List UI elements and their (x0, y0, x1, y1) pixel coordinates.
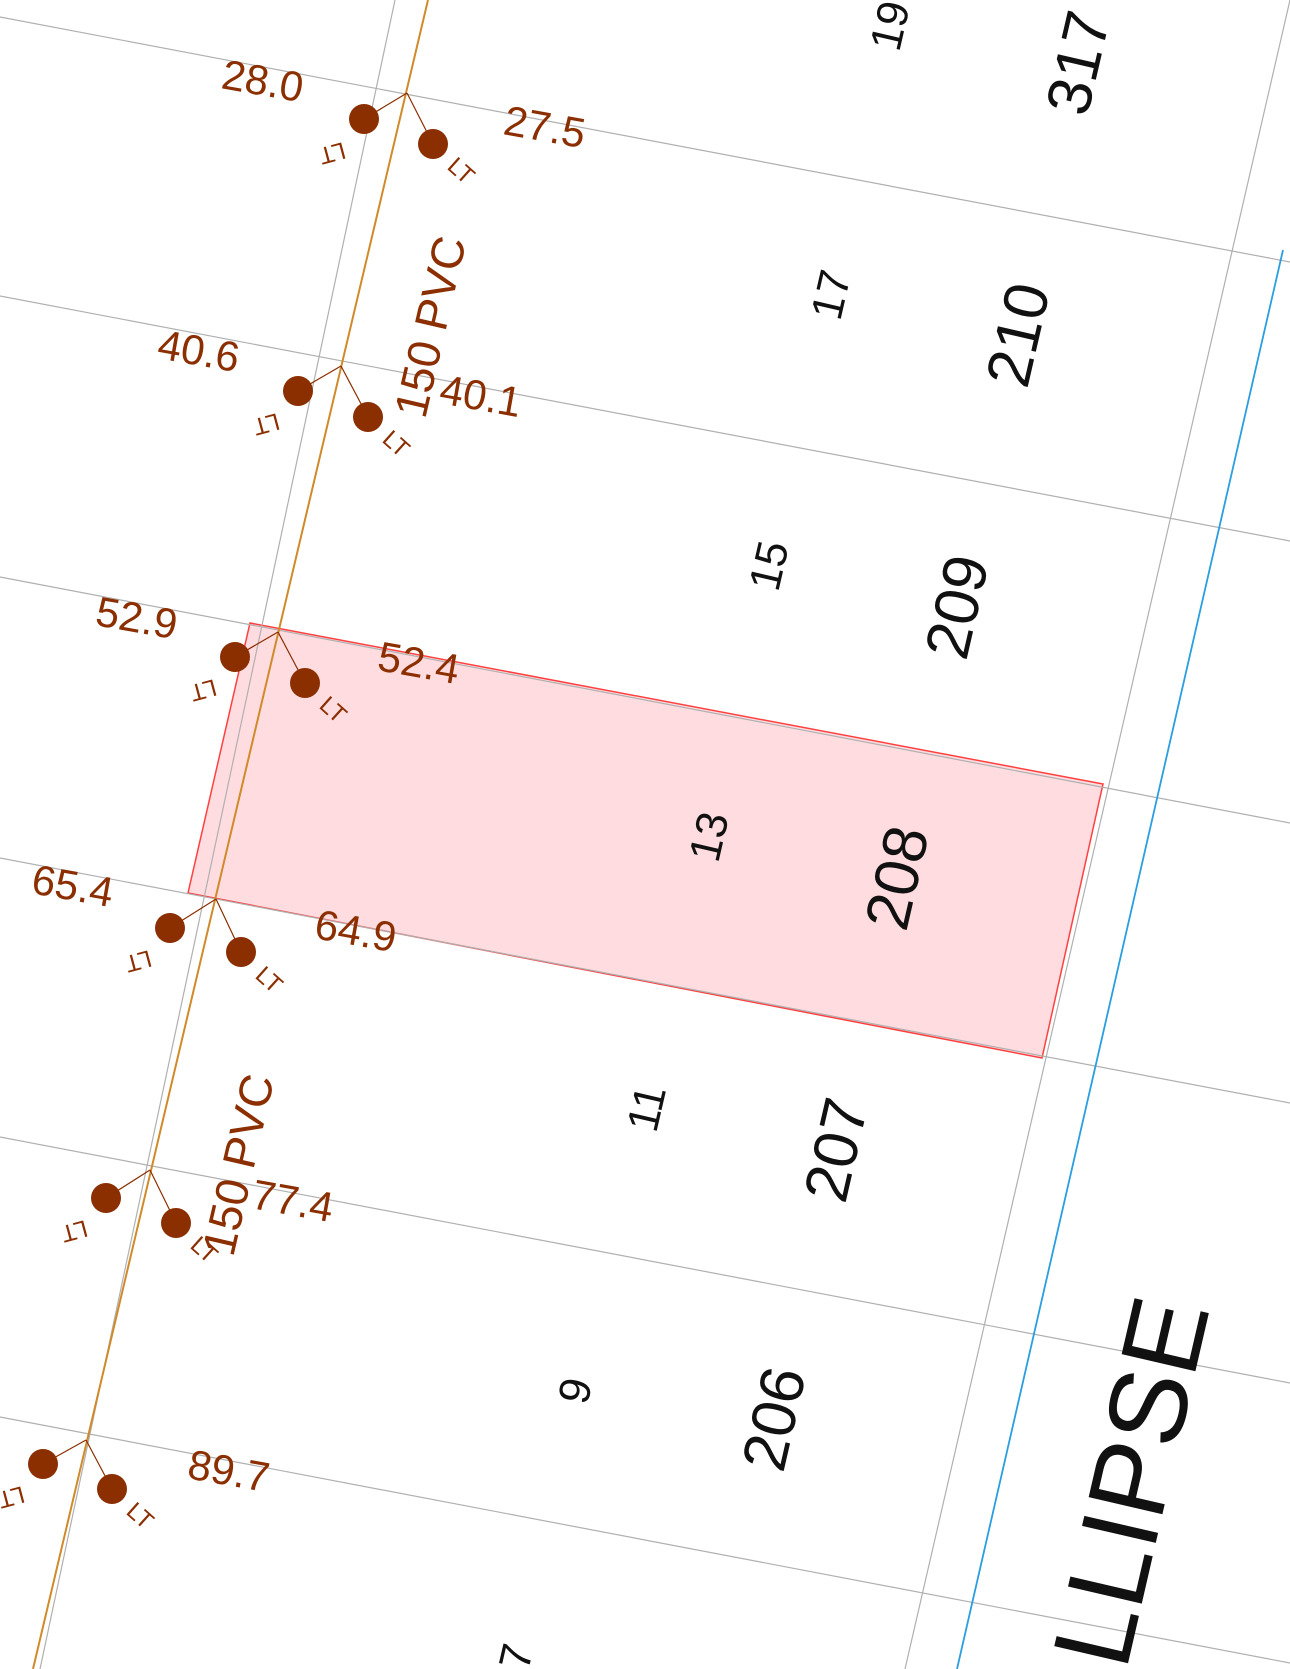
lot-number: 17 (802, 266, 861, 325)
pipe-label: 150 PVC (192, 1069, 284, 1260)
lateral-tag: LT (250, 961, 288, 999)
house-number: 206 (729, 1361, 820, 1477)
lateral-tag: LT (122, 944, 155, 977)
lateral-marker (349, 104, 379, 134)
street-name: LLIPSE (1030, 1286, 1234, 1669)
lateral-tag: LT (316, 136, 349, 169)
lateral-tag: LT (442, 152, 480, 190)
lateral-marker (290, 668, 320, 698)
lateral-marker (155, 913, 185, 943)
lateral-marker (220, 642, 250, 672)
lateral-marker (418, 129, 448, 159)
chainage-left: 52.9 (92, 588, 181, 648)
lateral-tag: LT (187, 673, 220, 706)
lot-number: 9 (549, 1373, 602, 1408)
lot-number: 13 (680, 808, 739, 867)
sewer-main[interactable] (32, 0, 429, 1669)
lot-number: 11 (618, 1081, 676, 1137)
chainage-left: 65.4 (28, 856, 117, 916)
lateral-marker (161, 1208, 191, 1238)
lateral-tags: LT LT LT LT LT LT LT LT LT LT LT LT (0, 136, 480, 1535)
lateral-tag: LT (250, 407, 283, 440)
lateral-marker (91, 1183, 121, 1213)
lateral-marker (28, 1449, 58, 1479)
lateral-marker (283, 376, 313, 406)
house-number: 209 (912, 549, 1003, 665)
lot-number: 19 (861, 0, 920, 55)
house-number: 207 (791, 1092, 882, 1208)
house-number: 210 (973, 277, 1064, 393)
house-number: 317 (1033, 5, 1124, 121)
lateral-tag: LT (377, 425, 415, 463)
water-line (956, 249, 1284, 1669)
chainage-left: 28.0 (218, 51, 307, 111)
lateral-marker (353, 402, 383, 432)
lateral-tag: LT (0, 1480, 27, 1513)
chainage-right: 89.7 (184, 1441, 273, 1501)
chainage-right: 27.5 (500, 97, 589, 157)
lateral-tag: LT (58, 1214, 91, 1247)
lateral-marker (97, 1474, 127, 1504)
lateral-markers (28, 104, 448, 1504)
lot-number: 7 (490, 1639, 543, 1669)
chainage-right: 40.1 (436, 366, 525, 426)
lot-numbers: 19 17 15 13 11 9 7 (490, 0, 920, 1669)
lateral-marker (226, 937, 256, 967)
chainage-right: 77.4 (248, 1171, 337, 1231)
lot-number: 15 (740, 537, 799, 596)
highlighted-parcel[interactable] (187, 622, 1104, 1059)
lateral-tag: LT (121, 1497, 159, 1535)
chainage-left: 40.6 (154, 321, 243, 381)
